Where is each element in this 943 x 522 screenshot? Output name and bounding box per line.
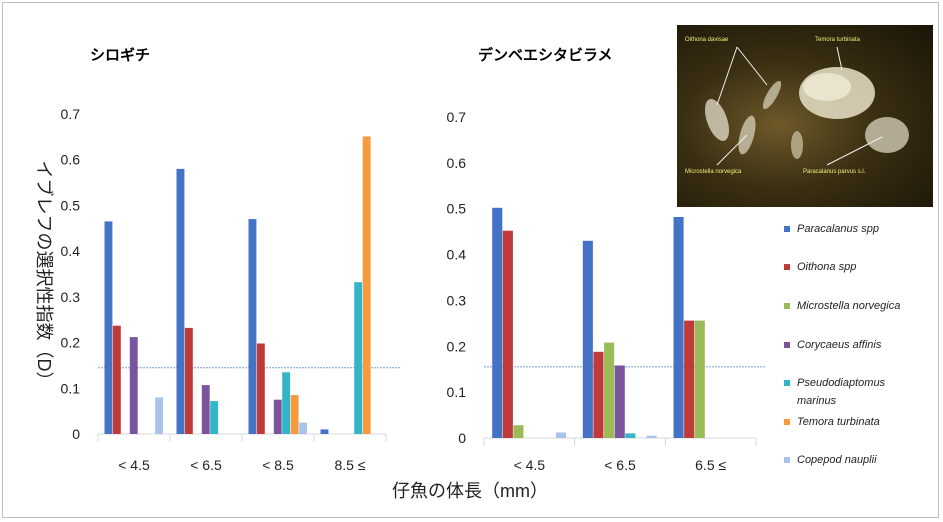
chart-title: デンベエシタビラメ — [478, 46, 613, 64]
y-tick-label: 0.6 — [447, 155, 467, 171]
category-label: < 4.5 — [514, 457, 546, 473]
legend-label: Pseudodiaptomus — [797, 377, 886, 389]
bar — [673, 217, 684, 438]
category-label: < 8.5 — [262, 457, 294, 473]
category-label: < 6.5 — [190, 457, 222, 473]
category-label: < 6.5 — [604, 457, 636, 473]
y-tick-label: 0.2 — [61, 335, 81, 351]
chart-denbeeshitabirame: デンベエシタビラメ 0 0.1 0.2 0.3 0.4 0.5 0.6 0.7 < 4.5 < … — [447, 46, 766, 473]
legend-label: marinus — [797, 395, 837, 407]
y-tick-label: 0 — [72, 426, 80, 442]
bar — [184, 327, 193, 434]
bar — [112, 325, 121, 434]
y-tick-label: 0.3 — [447, 292, 467, 308]
x-axis-label: 仔魚の体長（mm） — [392, 481, 548, 501]
copepod-photo: Oithona davisae Temora turbinata Microst… — [677, 25, 933, 207]
y-tick-label: 0 — [458, 430, 466, 446]
chart-shirogichi: シロギチ 0 0.1 0.2 0.3 0.4 0.5 0.6 0.7 < 4.5 < 6.5 < … — [61, 46, 400, 473]
y-tick-label: 0.4 — [61, 243, 81, 259]
bar — [248, 219, 257, 434]
legend-label: Corycaeus affinis — [797, 339, 882, 351]
legend-swatch — [784, 264, 790, 270]
bar — [201, 385, 210, 434]
legend-label: Paracalanus spp — [797, 223, 879, 235]
y-tick-label: 0.3 — [61, 289, 81, 305]
category-label: < 4.5 — [118, 457, 150, 473]
bar — [604, 342, 615, 438]
bar — [684, 320, 695, 438]
y-tick-label: 0.5 — [61, 197, 81, 213]
y-tick-label: 0.5 — [447, 201, 467, 217]
bar — [210, 401, 219, 434]
bar — [155, 397, 163, 434]
bar — [582, 240, 593, 438]
bar — [354, 282, 363, 434]
bar — [513, 425, 524, 438]
category-label: 6.5 ≤ — [695, 457, 726, 473]
bar — [593, 351, 604, 438]
bar — [273, 399, 282, 434]
chart-title: シロギチ — [90, 46, 150, 64]
bar — [104, 221, 113, 434]
bar — [555, 432, 566, 438]
y-tick-label: 0.1 — [447, 384, 467, 400]
legend-label: Microstella norvegica — [797, 300, 900, 312]
bar — [614, 365, 625, 438]
legend-swatch — [784, 226, 790, 232]
photo-label: Oithona davisae — [685, 37, 729, 43]
legend-swatch — [784, 342, 790, 348]
bar — [299, 422, 307, 434]
legend-label: Copepod nauplii — [797, 454, 877, 466]
bar — [694, 320, 705, 438]
legend: Paracalanus spp Oithona spp Microstella no… — [784, 223, 900, 466]
y-tick-label: 0.4 — [447, 247, 467, 263]
category-label: 8.5 ≤ — [334, 457, 365, 473]
y-tick-label: 0.1 — [61, 380, 81, 396]
legend-swatch — [784, 380, 790, 386]
bar — [290, 395, 299, 434]
legend-label: Oithona spp — [797, 261, 856, 273]
legend-swatch — [784, 457, 790, 463]
copepod-photo-drawing — [704, 46, 909, 166]
bar — [320, 429, 329, 434]
bar — [646, 435, 657, 438]
legend-swatch — [784, 303, 790, 309]
y-tick-label: 0.7 — [447, 109, 467, 125]
legend-label: Temora turbinata — [797, 416, 880, 428]
bar — [502, 230, 513, 438]
photo-label: Microstella norvegica — [685, 169, 742, 175]
bar — [256, 343, 265, 434]
bar — [492, 207, 503, 438]
y-tick-label: 0.6 — [61, 152, 81, 168]
bar — [176, 168, 185, 434]
bar — [362, 136, 371, 434]
y-axis-label: イブレフの選択性指数（D） — [34, 161, 55, 390]
bar — [625, 433, 636, 438]
bar — [282, 372, 291, 434]
bar — [129, 337, 138, 434]
photo-label: Temora turbinata — [815, 37, 861, 43]
y-tick-label: 0.7 — [61, 106, 81, 122]
y-tick-label: 0.2 — [447, 338, 467, 354]
legend-swatch — [784, 419, 790, 425]
photo-label: Paracalanus parvus s.l. — [803, 169, 866, 175]
